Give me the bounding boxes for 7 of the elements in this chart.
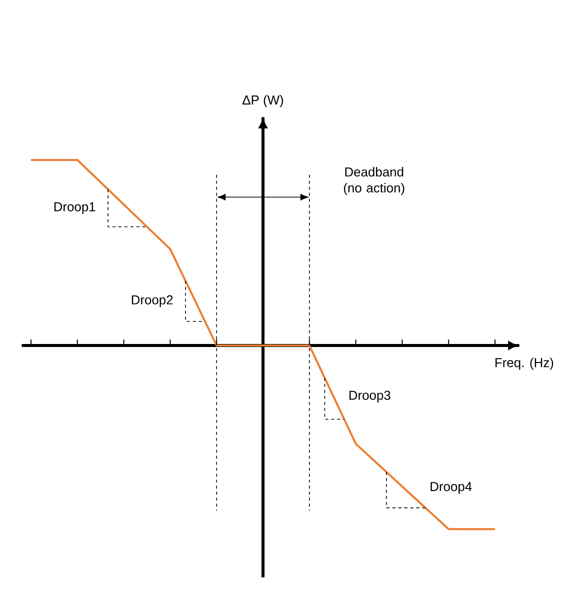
annotation: Droop2 bbox=[132, 295, 173, 307]
annotation: Deadband (no action) bbox=[344, 167, 404, 196]
annotation: Droop1 bbox=[54, 202, 96, 214]
y-axis-title: ΔP (W) bbox=[242, 95, 284, 108]
annotation: Droop3 bbox=[349, 390, 390, 402]
annotation: Droop4 bbox=[430, 482, 472, 494]
x-axis-title: Freq. (Hz) bbox=[496, 358, 554, 370]
